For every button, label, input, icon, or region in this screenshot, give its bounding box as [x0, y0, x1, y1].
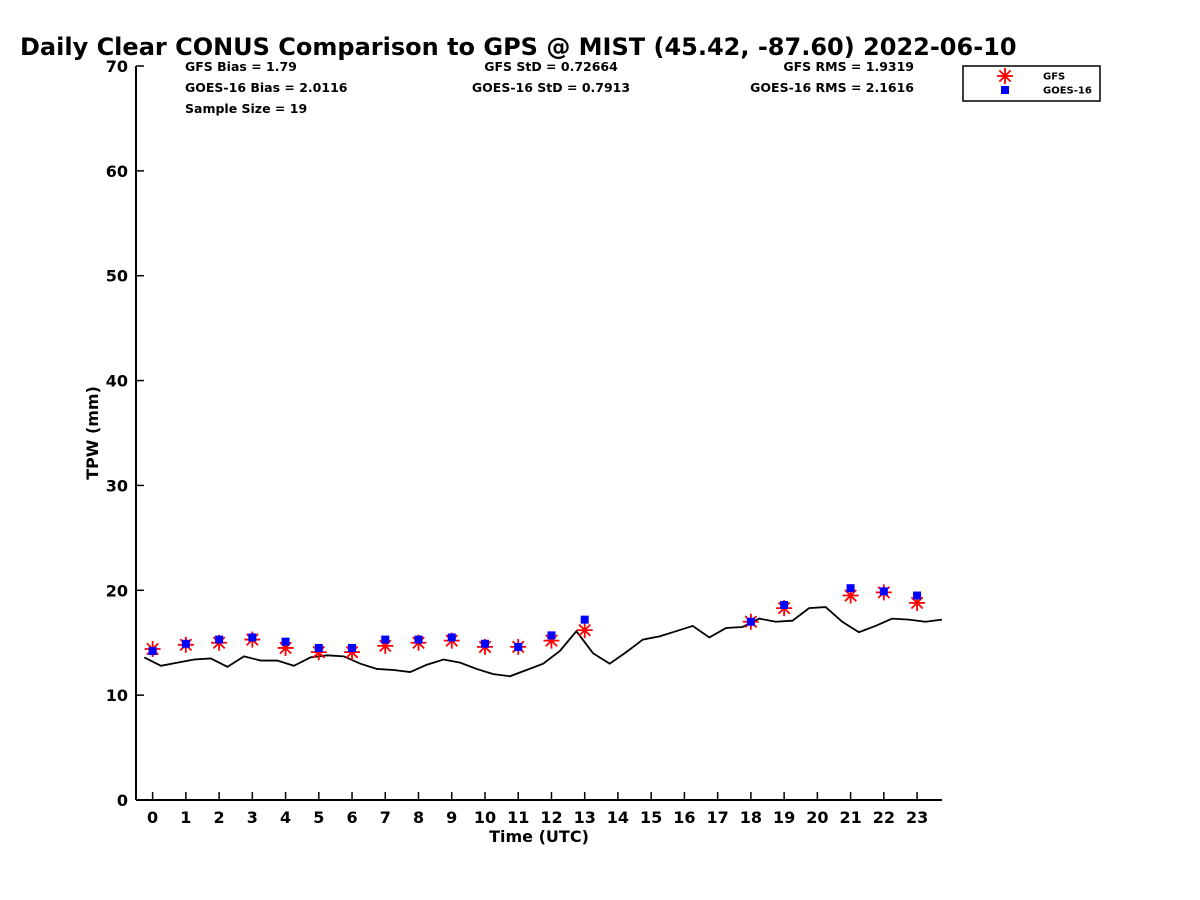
gps-series [143, 606, 943, 678]
goes16-point [248, 633, 257, 642]
goes16-point [281, 637, 290, 646]
goes16-point [480, 639, 489, 648]
goes16-point [879, 587, 888, 596]
y-tick-label: 40 [106, 372, 128, 391]
stat-label: GFS StD = 0.72664 [484, 59, 618, 74]
gfs-series [144, 584, 926, 661]
x-tick-label: 5 [313, 808, 324, 827]
x-tick-label: 6 [346, 808, 357, 827]
y-tick-label: 10 [106, 686, 128, 705]
x-tick-label: 12 [540, 808, 562, 827]
x-tick-label: 22 [873, 808, 895, 827]
goes16-point [348, 643, 357, 652]
x-tick-label: 21 [839, 808, 861, 827]
goes16-point [215, 635, 224, 644]
x-tick-label: 18 [740, 808, 762, 827]
gps-line [143, 606, 943, 678]
x-tick-label: 15 [640, 808, 662, 827]
legend: GFS GOES-16 [962, 65, 1101, 102]
x-tick-label: 17 [707, 808, 729, 827]
chart-title: Daily Clear CONUS Comparison to GPS @ MI… [20, 33, 1017, 61]
y-axis-label: TPW (mm) [83, 386, 102, 480]
goes16-point [314, 643, 323, 652]
goes16-point [514, 642, 523, 651]
goes16-point [148, 647, 157, 656]
goes16-point [447, 633, 456, 642]
legend-goes16-marker [1001, 86, 1009, 94]
statistics-block: GFS Bias = 1.79 GFS StD = 0.72664 GFS RMS … [185, 59, 914, 116]
x-tick-label: 0 [147, 808, 158, 827]
gfs-point [576, 622, 593, 639]
goes16-point [381, 635, 390, 644]
legend-label: GFS [1043, 72, 1065, 83]
legend-label: GOES-16 [1043, 86, 1092, 97]
stat-label: Sample Size = 19 [185, 101, 307, 116]
y-tick-label: 60 [106, 162, 128, 181]
stat-label: GFS Bias = 1.79 [185, 59, 297, 74]
x-tick-label: 3 [247, 808, 258, 827]
x-tick-label: 7 [380, 808, 391, 827]
x-tick-label: 20 [806, 808, 828, 827]
goes16-series [148, 584, 922, 656]
x-tick-label: 13 [574, 808, 596, 827]
x-tick-label: 16 [673, 808, 695, 827]
y-tick-label: 20 [106, 581, 128, 600]
x-tick-label: 9 [446, 808, 457, 827]
goes16-point [913, 591, 922, 600]
x-tick-label: 2 [214, 808, 225, 827]
x-axis-label: Time (UTC) [489, 827, 589, 846]
y-tick-label: 70 [106, 57, 128, 76]
goes16-point [414, 635, 423, 644]
x-tick-label: 19 [773, 808, 795, 827]
x-tick-label: 1 [180, 808, 191, 827]
stat-label: GOES-16 StD = 0.7913 [472, 80, 630, 95]
x-tick-label: 4 [280, 808, 291, 827]
goes16-point [580, 615, 589, 624]
stat-label: GOES-16 Bias = 2.0116 [185, 80, 348, 95]
x-tick-label: 10 [474, 808, 496, 827]
goes16-point [846, 584, 855, 593]
x-tick-label: 8 [413, 808, 424, 827]
legend-box [962, 65, 1101, 102]
goes16-point [780, 600, 789, 609]
y-tick-label: 30 [106, 476, 128, 495]
goes16-point [547, 631, 556, 640]
goes16-point [746, 617, 755, 626]
x-tick-label: 14 [607, 808, 629, 827]
goes16-point [181, 639, 190, 648]
stat-label: GOES-16 RMS = 2.1616 [750, 80, 914, 95]
legend-gfs-marker [997, 68, 1013, 84]
stat-label: GFS RMS = 1.9319 [783, 59, 914, 74]
x-tick-label: 23 [906, 808, 928, 827]
y-tick-label: 0 [117, 791, 128, 810]
y-tick-label: 50 [106, 267, 128, 286]
x-tick-label: 11 [507, 808, 529, 827]
